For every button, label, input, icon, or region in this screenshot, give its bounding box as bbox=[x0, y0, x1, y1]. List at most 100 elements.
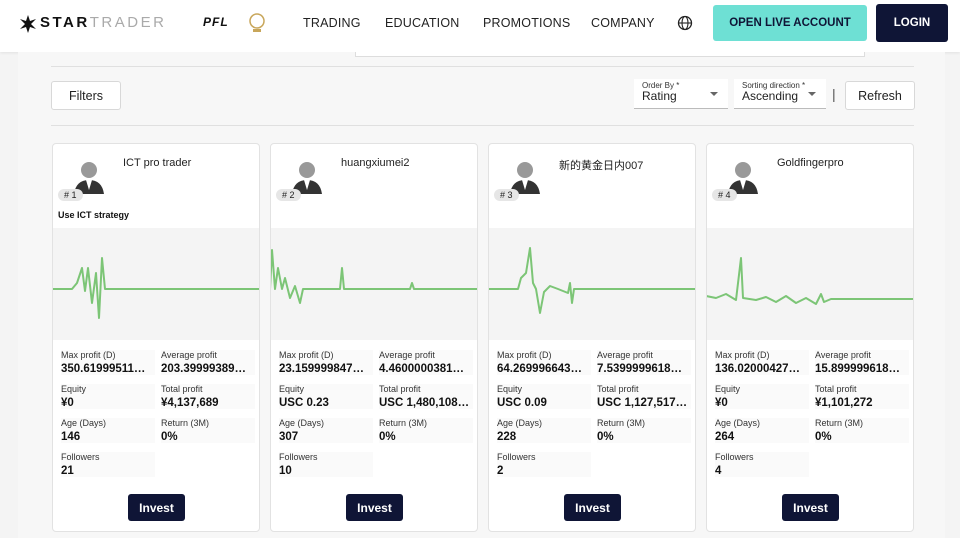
stat-label: Followers bbox=[279, 452, 318, 462]
trader-card[interactable]: # 4 Goldfingerpro Max profit (D) 136.020004… bbox=[706, 143, 914, 532]
globe-icon[interactable] bbox=[677, 15, 693, 31]
stat-label: Average profit bbox=[379, 350, 435, 360]
stat-label: Equity bbox=[279, 384, 305, 394]
stat-value: USC 1,127,517… bbox=[597, 397, 688, 409]
stat-label: Total profit bbox=[379, 384, 421, 394]
stat: Followers 10 bbox=[279, 452, 373, 477]
stat-label: Average profit bbox=[161, 350, 217, 360]
trader-name: huangxiumei2 bbox=[341, 157, 410, 169]
stat-value: 23.159999847… bbox=[279, 363, 365, 375]
stat-label: Return (3M) bbox=[815, 418, 864, 428]
filters-button[interactable]: Filters bbox=[51, 81, 121, 110]
stat-label: Total profit bbox=[597, 384, 639, 394]
stat: Max profit (D) 23.159999847… bbox=[279, 350, 373, 375]
direction-select[interactable]: Sorting direction * Ascending bbox=[734, 79, 826, 109]
stat: Average profit 15.899999618… bbox=[815, 350, 909, 375]
stat-value: 264 bbox=[715, 431, 735, 443]
stat-label: Total profit bbox=[815, 384, 857, 394]
trader-card[interactable]: # 3 新的黄金日内007 Max profit (D) 64.269996643… A… bbox=[488, 143, 696, 532]
stat-value: 0% bbox=[379, 431, 396, 443]
order-by-select[interactable]: Order By * Rating bbox=[634, 79, 728, 109]
rank-badge: # 2 bbox=[276, 189, 301, 201]
stat-value: 21 bbox=[61, 465, 74, 477]
trader-name: 新的黄金日内007 bbox=[559, 160, 644, 172]
trader-card[interactable]: # 2 huangxiumei2 Max profit (D) 23.15999984… bbox=[270, 143, 478, 532]
stat-label: Return (3M) bbox=[161, 418, 210, 428]
stat: Return (3M) 0% bbox=[379, 418, 473, 443]
invest-button[interactable]: Invest bbox=[346, 494, 403, 521]
stat: Return (3M) 0% bbox=[597, 418, 691, 443]
stat-label: Return (3M) bbox=[379, 418, 428, 428]
stat-value: ¥1,101,272 bbox=[815, 397, 873, 409]
stat-label: Max profit (D) bbox=[497, 350, 552, 360]
stat-value: 4.4600000381… bbox=[379, 363, 465, 375]
stat-label: Total profit bbox=[161, 384, 203, 394]
stat: Followers 2 bbox=[497, 452, 591, 477]
separator: | bbox=[832, 86, 836, 102]
login-button[interactable]: LOGIN bbox=[876, 4, 948, 42]
nav-link[interactable]: TRADING bbox=[303, 16, 361, 30]
stat-value: 0% bbox=[815, 431, 832, 443]
stat-label: Age (Days) bbox=[715, 418, 761, 428]
sparkline bbox=[489, 228, 695, 340]
stat: Max profit (D) 136.02000427… bbox=[715, 350, 809, 375]
invest-button[interactable]: Invest bbox=[128, 494, 185, 521]
nav-link[interactable]: EDUCATION bbox=[385, 16, 460, 30]
stat: Followers 21 bbox=[61, 452, 155, 477]
stat: Average profit 203.39999389… bbox=[161, 350, 255, 375]
rank-badge: # 4 bbox=[712, 189, 737, 201]
stat-label: Equity bbox=[61, 384, 87, 394]
stat: Age (Days) 228 bbox=[497, 418, 591, 443]
select-label: Order By * bbox=[642, 81, 680, 90]
stat: Followers 4 bbox=[715, 452, 809, 477]
stat: Average profit 4.4600000381… bbox=[379, 350, 473, 375]
stat-value: 350.61999511… bbox=[61, 363, 146, 375]
stat-value: USC 0.09 bbox=[497, 397, 547, 409]
stat-value: 7.5399999618… bbox=[597, 363, 683, 375]
stat-label: Followers bbox=[497, 452, 536, 462]
stat-value: USC 0.23 bbox=[279, 397, 329, 409]
invest-button[interactable]: Invest bbox=[564, 494, 621, 521]
stat: Age (Days) 307 bbox=[279, 418, 373, 443]
stat-label: Followers bbox=[715, 452, 754, 462]
stat: Average profit 7.5399999618… bbox=[597, 350, 691, 375]
stat-value: 0% bbox=[597, 431, 614, 443]
stat-label: Age (Days) bbox=[497, 418, 543, 428]
trader-card[interactable]: # 1 ICT pro trader Use ICT strategy Max pro… bbox=[52, 143, 260, 532]
logo: STARTRADER bbox=[40, 14, 166, 31]
stat-label: Max profit (D) bbox=[279, 350, 334, 360]
search-input[interactable] bbox=[355, 52, 865, 57]
sparkline bbox=[53, 228, 259, 340]
stat-value: 2 bbox=[497, 465, 504, 477]
select-arrow bbox=[808, 92, 816, 96]
stat: Total profit USC 1,480,108… bbox=[379, 384, 473, 409]
stat-value: 307 bbox=[279, 431, 299, 443]
select-value: Ascending bbox=[742, 89, 799, 103]
nav-link[interactable]: PROMOTIONS bbox=[483, 16, 571, 30]
open-account-button[interactable]: OPEN LIVE ACCOUNT bbox=[713, 5, 867, 41]
partner-emblem bbox=[249, 13, 265, 32]
stat: Equity ¥0 bbox=[61, 384, 155, 409]
nav-link[interactable]: COMPANY bbox=[591, 16, 655, 30]
stat: Return (3M) 0% bbox=[815, 418, 909, 443]
stat: Total profit ¥1,101,272 bbox=[815, 384, 909, 409]
stat: Max profit (D) 64.269996643… bbox=[497, 350, 591, 375]
stat-label: Average profit bbox=[815, 350, 871, 360]
stat-value: 15.899999618… bbox=[815, 363, 901, 375]
trader-name: Goldfingerpro bbox=[777, 157, 844, 169]
divider bbox=[51, 66, 914, 67]
partner-logo: PFL bbox=[203, 15, 229, 29]
stat: Age (Days) 264 bbox=[715, 418, 809, 443]
stat-label: Max profit (D) bbox=[61, 350, 116, 360]
stat-label: Average profit bbox=[597, 350, 653, 360]
select-label: Sorting direction * bbox=[742, 81, 806, 90]
stat: Age (Days) 146 bbox=[61, 418, 155, 443]
stat-value: 64.269996643… bbox=[497, 363, 583, 375]
stat-label: Return (3M) bbox=[597, 418, 646, 428]
trader-name: ICT pro trader bbox=[123, 157, 192, 169]
stat-value: 4 bbox=[715, 465, 722, 477]
invest-button[interactable]: Invest bbox=[782, 494, 839, 521]
logo-bold: STAR bbox=[40, 14, 90, 31]
refresh-button[interactable]: Refresh bbox=[845, 81, 915, 110]
stat-value: 146 bbox=[61, 431, 81, 443]
